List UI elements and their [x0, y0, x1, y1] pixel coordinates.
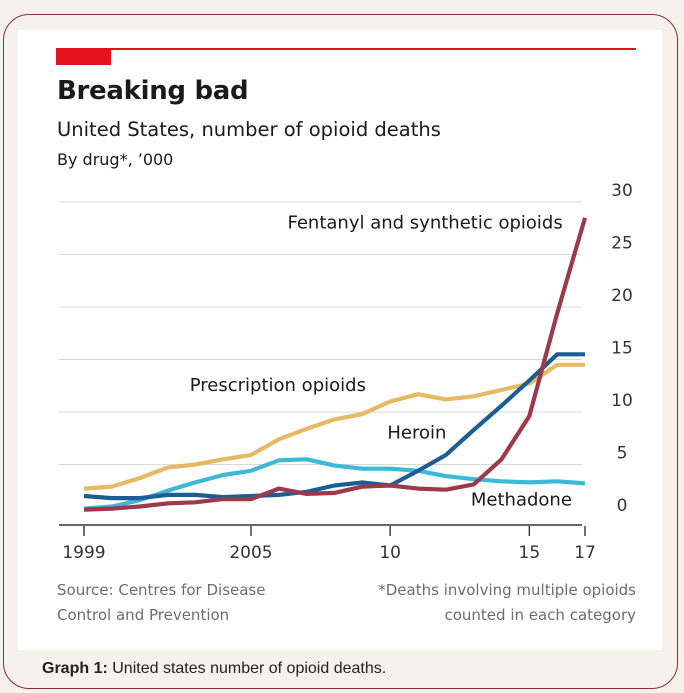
accent-block — [56, 48, 111, 65]
gridlines — [59, 201, 582, 526]
series-label-fentanyl: Fentanyl and synthetic opioids — [287, 212, 562, 233]
footnote: *Deaths involving multiple opioids count… — [378, 581, 636, 624]
x-tick-label: 2005 — [229, 543, 272, 563]
chart-title: Breaking bad — [57, 76, 249, 106]
y-tick-label: 5 — [617, 444, 628, 464]
y-axis-ticks: 0 5 10 15 20 25 30 — [611, 181, 633, 516]
chart-panel — [18, 30, 662, 650]
x-tick-label: 15 — [519, 543, 541, 563]
x-tick-label: 17 — [574, 543, 596, 563]
x-axis-ticks: 1999 2005 10 15 17 — [62, 526, 596, 563]
series-lines — [83, 217, 588, 512]
y-tick-label: 15 — [611, 339, 633, 359]
series-labels: Fentanyl and synthetic opioids Prescripti… — [190, 212, 572, 510]
y-tick-label: 25 — [611, 234, 633, 254]
x-tick-label: 10 — [379, 543, 401, 563]
series-label-prescription: Prescription opioids — [190, 375, 366, 396]
series-label-methadone: Methadone — [471, 489, 572, 510]
series-line-methadone — [83, 457, 586, 511]
caption-label: Graph 1: — [42, 660, 108, 677]
chart-subtitle: United States, number of opioid deaths — [57, 118, 441, 141]
y-tick-label: 30 — [611, 181, 633, 201]
caption-text: United states number of opioid deaths. — [107, 660, 387, 677]
accent-rule — [56, 48, 636, 50]
source-note: Source: Centres for Disease Control and … — [57, 581, 266, 624]
y-tick-label: 10 — [611, 391, 633, 411]
series-line-prescription — [83, 362, 585, 491]
series-line-heroin — [83, 352, 585, 501]
figure-caption: Graph 1: United states number of opioid … — [42, 660, 386, 678]
series-label-heroin: Heroin — [387, 422, 446, 443]
y-tick-label: 0 — [617, 496, 628, 516]
series-line-fentanyl — [83, 217, 588, 512]
unit-note: By drug*, ’000 — [57, 150, 174, 169]
x-tick-label: 1999 — [62, 543, 105, 563]
y-tick-label: 20 — [611, 286, 633, 306]
